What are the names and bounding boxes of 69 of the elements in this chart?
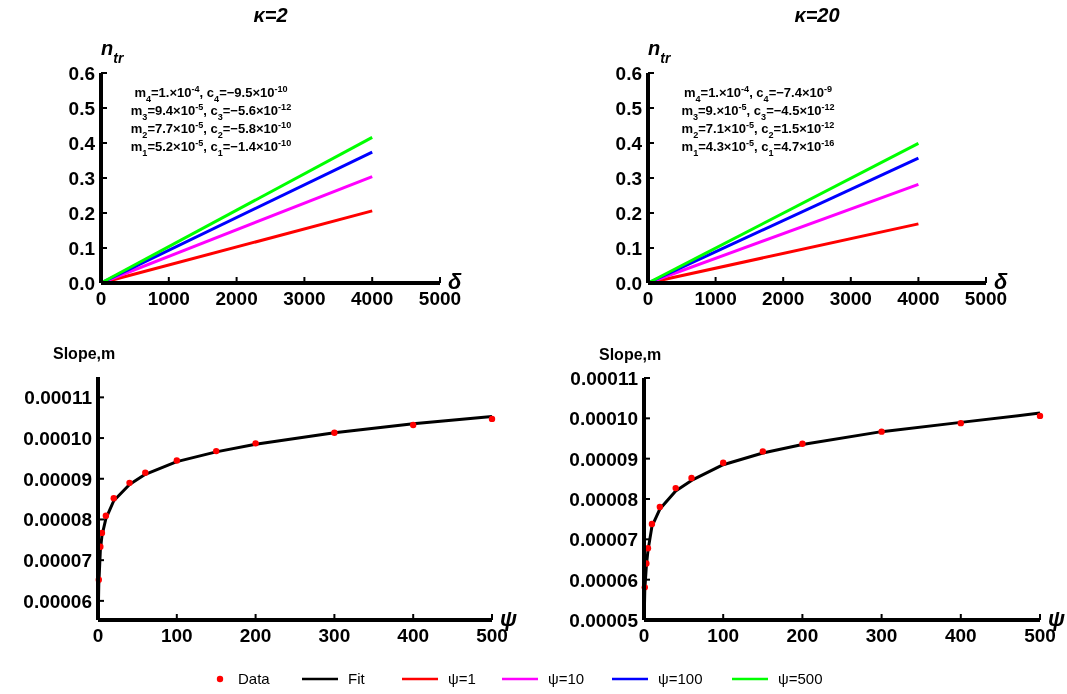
y-tick-label: 0.5 <box>615 98 643 119</box>
y-tick-label: 0.00011 <box>570 368 639 389</box>
y-tick-label: 0.0 <box>68 273 95 294</box>
y-tick-label: 0.00005 <box>569 610 639 631</box>
y-axis-title: n$_{tr}$ <box>101 37 125 66</box>
legend-label: ψ=500 <box>778 670 823 687</box>
x-tick-label: 2000 <box>762 288 805 309</box>
y-tick-label: 0.00011 <box>24 387 93 409</box>
annotation: m$_{2}$=7.1×10$^{-5}$, c$_{2}$=1.5×10$^{-12}$ <box>681 120 835 140</box>
y-tick-label: 0.2 <box>615 203 642 224</box>
x-tick-label: 5000 <box>418 288 462 309</box>
x-tick-label: 0 <box>638 625 650 646</box>
x-tick-label: 100 <box>160 625 193 646</box>
y-tick-label: 0.6 <box>615 63 642 84</box>
x-tick-label: 300 <box>865 625 898 646</box>
y-axis-title: n$_{tr}$ <box>648 37 672 66</box>
annotation: m$_{2}$=7.7×10$^{-5}$, c$_{2}$=−5.8×10$^{-10}$ <box>130 120 292 140</box>
legend-label: Data <box>238 670 271 687</box>
annotation: m$_{1}$=4.3×10$^{-5}$, c$_{1}$=4.7×10$^{-16}$ <box>681 138 835 158</box>
y-tick-label: 0.00006 <box>23 590 92 612</box>
legend-label: Fit <box>348 670 366 687</box>
x-tick-label: 1000 <box>694 288 737 309</box>
x-tick-label: 4000 <box>351 288 394 309</box>
x-tick-label: 1000 <box>147 288 190 309</box>
legend-label: ψ=1 <box>448 670 476 687</box>
annotation: m$_{4}$=1.×10$^{-4}$, c$_{4}$=−7.4×10$^{-9}$ <box>683 84 833 104</box>
x-tick-label: 300 <box>318 625 351 646</box>
x-tick-label: 400 <box>397 625 430 646</box>
annotation: m$_{1}$=5.2×10$^{-5}$, c$_{1}$=−1.4×10$^{-10}$ <box>130 138 292 158</box>
legend-label: ψ=100 <box>658 670 703 687</box>
y-tick-label: 0.4 <box>615 133 643 154</box>
x-tick-label: 400 <box>944 625 977 646</box>
y-tick-label: 0.4 <box>68 133 96 154</box>
y-tick-label: 0.3 <box>68 168 95 189</box>
y-tick-label: 0.00006 <box>569 569 638 591</box>
x-tick-label: 2000 <box>215 288 258 309</box>
annotation: m$_{4}$=1.×10$^{-4}$, c$_{4}$=−9.5×10$^{-10}$ <box>134 84 288 104</box>
y-tick-label: 0.6 <box>68 63 95 84</box>
y-tick-label: 0.1 <box>68 238 96 259</box>
y-tick-label: 0.00009 <box>23 468 92 490</box>
y-tick-label: 0.00007 <box>569 529 638 551</box>
chart-title: κ=20 <box>794 4 840 26</box>
x-tick-label: 0 <box>92 625 104 646</box>
x-tick-label: 5000 <box>964 288 1008 309</box>
x-tick-label: 0 <box>642 288 654 309</box>
annotation: m$_{3}$=9.×10$^{-5}$, c$_{3}$=−4.5×10$^{-12}$ <box>681 102 835 122</box>
x-tick-label: 200 <box>786 625 819 646</box>
y-tick-label: 0.00010 <box>23 428 92 450</box>
x-tick-label: 4000 <box>897 288 940 309</box>
y-tick-label: 0.0 <box>615 273 642 294</box>
y-tick-label: 0.00008 <box>23 509 92 531</box>
x-tick-label: 0 <box>95 288 107 309</box>
annotation: m$_{3}$=9.4×10$^{-5}$, c$_{3}$=−5.6×10$^{-12}$ <box>130 102 292 122</box>
x-tick-label: 200 <box>239 625 272 646</box>
chart-title: κ=2 <box>253 4 288 26</box>
y-axis-title: Slope,m <box>53 345 116 362</box>
y-tick-label: 0.00008 <box>569 489 638 510</box>
y-tick-label: 0.00009 <box>569 448 638 470</box>
x-tick-label: 100 <box>707 625 740 646</box>
y-axis-title: Slope,m <box>599 346 662 363</box>
y-tick-label: 0.5 <box>68 98 96 119</box>
x-tick-label: 3000 <box>283 288 326 309</box>
y-tick-label: 0.3 <box>615 168 642 189</box>
y-tick-label: 0.00010 <box>569 408 638 430</box>
y-tick-label: 0.00007 <box>23 550 92 572</box>
y-tick-label: 0.1 <box>615 238 643 259</box>
y-tick-label: 0.2 <box>68 203 95 224</box>
legend-label: ψ=10 <box>548 670 585 687</box>
x-tick-label: 3000 <box>829 288 872 309</box>
